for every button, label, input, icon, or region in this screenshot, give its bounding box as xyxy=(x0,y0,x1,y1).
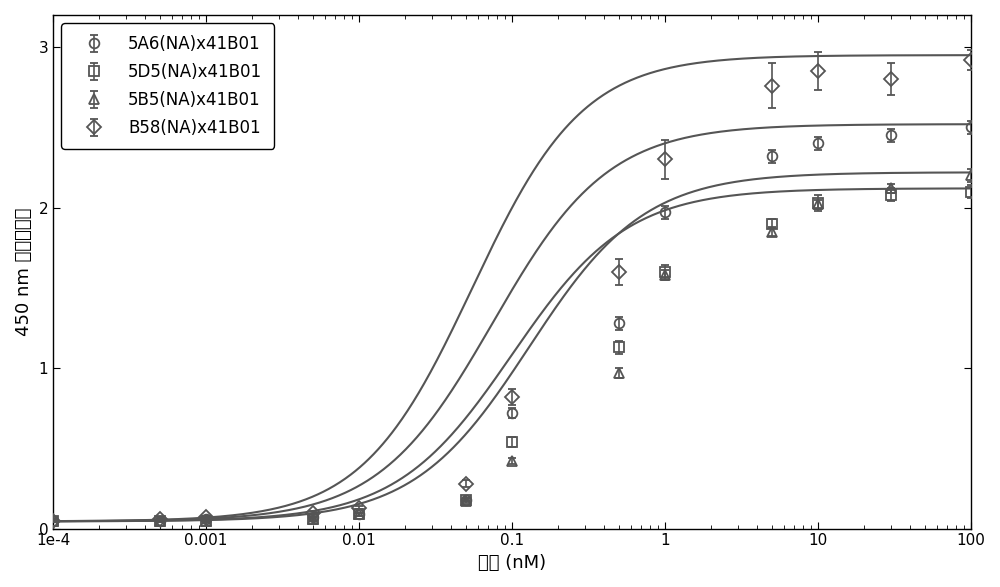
Y-axis label: 450 nm 处的吸光度: 450 nm 处的吸光度 xyxy=(15,208,33,336)
X-axis label: 浓度 (nM): 浓度 (nM) xyxy=(478,554,546,572)
Legend: 5A6(NA)x41B01, 5D5(NA)x41B01, 5B5(NA)x41B01, B58(NA)x41B01: 5A6(NA)x41B01, 5D5(NA)x41B01, 5B5(NA)x41… xyxy=(61,23,274,149)
